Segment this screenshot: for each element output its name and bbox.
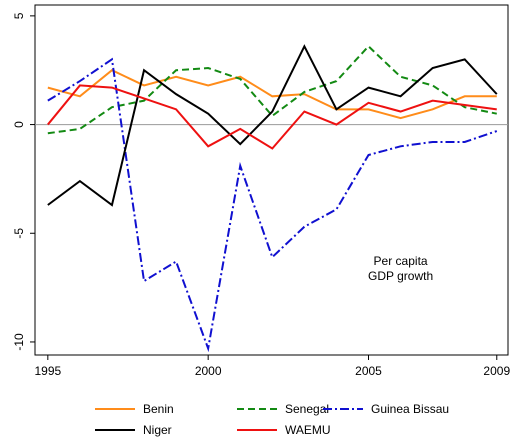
legend-label: Senegal: [285, 402, 329, 416]
annotation: GDP growth: [368, 269, 433, 283]
y-tick-label: -10: [12, 333, 26, 351]
legend-label: Guinea Bissau: [371, 402, 449, 416]
x-tick-label: 2009: [483, 364, 510, 378]
series-line: [47, 44, 498, 207]
plot-frame: [34, 4, 509, 356]
legend-label: WAEMU: [285, 423, 331, 437]
series-line: [47, 69, 497, 120]
x-tick-label: 2005: [355, 364, 382, 378]
series-line: [47, 84, 497, 150]
annotation: Per capita: [374, 254, 428, 268]
series-line: [47, 44, 497, 135]
x-tick-label: 1995: [34, 364, 61, 378]
legend-label: Niger: [143, 423, 172, 437]
y-tick-label: 0: [12, 121, 26, 128]
y-tick-label: -5: [12, 228, 26, 239]
y-tick-label: 5: [12, 12, 26, 19]
x-tick-label: 2000: [195, 364, 222, 378]
legend-label: Benin: [143, 402, 174, 416]
